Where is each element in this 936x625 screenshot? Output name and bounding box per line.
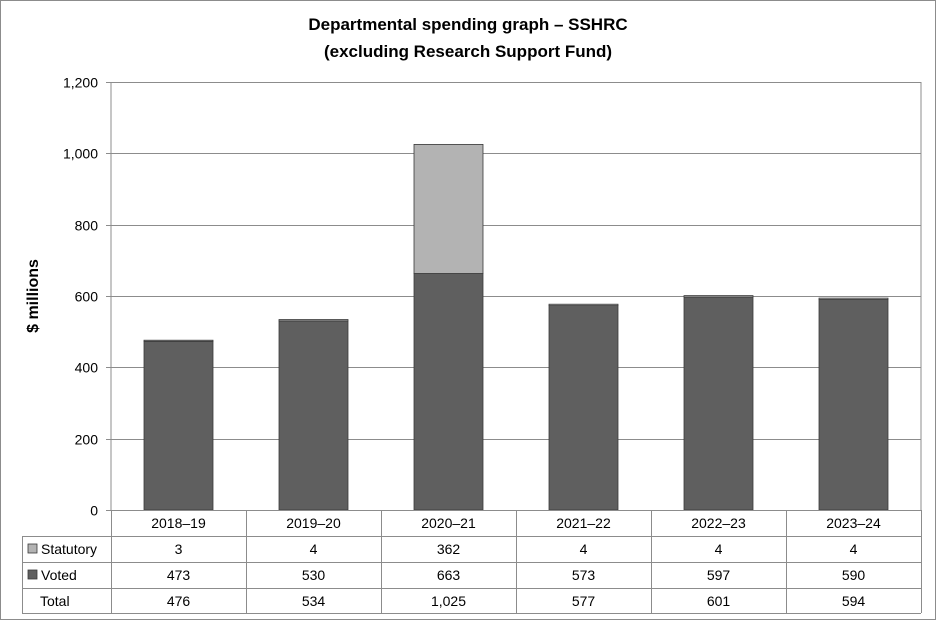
bar-voted — [683, 296, 754, 511]
data-label: 577 — [572, 593, 596, 609]
chart-title-line1: Departmental spending graph – SSHRC — [308, 15, 627, 34]
y-tick-label: 200 — [75, 432, 99, 448]
y-tick-label: 600 — [75, 289, 99, 305]
bars — [143, 143, 889, 511]
bar-voted — [143, 340, 214, 511]
data-table: 2018–19 2019–20 2020–21 2021–22 2022–23 2023–… — [22, 510, 922, 614]
bar-statutory — [818, 297, 889, 300]
y-tick-label: 0 — [90, 503, 98, 519]
bar-statutory — [548, 303, 619, 307]
x-tick-label: 2020–21 — [421, 515, 476, 531]
bar-statutory — [143, 339, 214, 342]
x-tick-label: 2021–22 — [556, 515, 611, 531]
data-label: 530 — [302, 567, 326, 583]
row-label-voted: Voted — [41, 567, 77, 583]
y-tick-label: 1,200 — [63, 75, 98, 91]
data-label: 1,025 — [431, 593, 466, 609]
data-label: 4 — [850, 541, 858, 557]
x-tick-label: 2019–20 — [286, 515, 341, 531]
data-label: 573 — [572, 567, 596, 583]
legend-swatch-statutory — [27, 543, 38, 554]
bar-statutory — [683, 295, 754, 298]
data-label: 4 — [715, 541, 723, 557]
data-label: 476 — [167, 593, 191, 609]
bar-statutory — [413, 143, 484, 274]
bar-voted — [818, 299, 889, 511]
data-label: 594 — [842, 593, 866, 609]
x-tick-label: 2023–24 — [826, 515, 881, 531]
x-tick-label: 2022–23 — [691, 515, 746, 531]
bar-voted — [413, 273, 484, 511]
data-label: 4 — [580, 541, 588, 557]
gridlines: 0 200 400 600 800 1,000 1,200 — [63, 75, 922, 519]
bar-voted — [278, 320, 349, 511]
bar-statutory — [278, 319, 349, 322]
row-label-statutory: Statutory — [41, 541, 97, 557]
data-label: 362 — [437, 541, 461, 557]
chart-title-line2: (excluding Research Support Fund) — [324, 42, 612, 61]
y-tick-label: 1,000 — [63, 146, 98, 162]
row-label-total: Total — [40, 593, 70, 609]
y-axis-label: $ millions — [25, 259, 42, 333]
data-label: 534 — [302, 593, 326, 609]
data-label: 3 — [175, 541, 183, 557]
y-tick-label: 800 — [75, 218, 99, 234]
bar-voted — [548, 305, 619, 511]
legend-swatch-voted — [27, 569, 38, 580]
y-tick-label: 400 — [75, 360, 99, 376]
data-label: 4 — [310, 541, 318, 557]
x-tick-label: 2018–19 — [151, 515, 206, 531]
data-label: 590 — [842, 567, 866, 583]
data-label: 473 — [167, 567, 191, 583]
data-label: 663 — [437, 567, 461, 583]
data-label: 597 — [707, 567, 731, 583]
data-label: 601 — [707, 593, 731, 609]
